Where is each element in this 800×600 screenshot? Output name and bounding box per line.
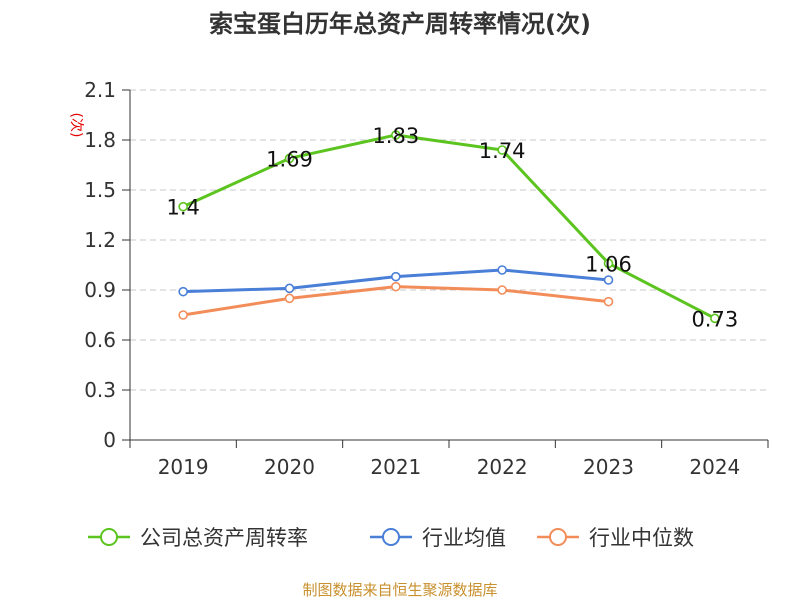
data-point [391,130,401,140]
data-point [284,293,295,304]
legend-marker [100,528,118,546]
data-label: 1.06 [585,252,632,276]
data-point [497,145,507,155]
legend-marker [382,528,400,546]
x-tick-label: 2021 [370,455,421,479]
x-tick-label: 2020 [264,455,315,479]
chart-title: 索宝蛋白历年总资产周转率情况(次) [209,10,591,38]
y-tick-label: 0.6 [84,328,116,352]
data-label: 1.74 [479,139,526,163]
y-axis-label: (次) [68,113,84,138]
y-tick-label: 2.1 [84,78,116,102]
series-line [182,133,716,320]
y-tick-label: 0.9 [84,278,116,302]
data-label: 1.4 [166,196,199,220]
legend-label: 公司总资产周转率 [140,526,308,550]
legend-label: 行业均值 [422,526,506,550]
series-layer: 1.4 1.69 1.83 1.74 1.06 0.73 [166,124,738,331]
data-point [284,153,295,164]
axes: 0 0.3 0.6 0.9 1.2 1.5 1.8 2.1 2019 2020 2021 2022 20… [84,78,769,479]
grid [130,89,768,391]
y-tick-label: 1.2 [84,228,116,252]
y-tick-label: 0.3 [84,378,116,402]
data-point [603,275,614,285]
data-point [497,265,507,275]
data-label: 0.73 [691,307,738,331]
legend-label: 行业中位数 [589,526,694,550]
y-tick-label: 1.8 [84,128,116,152]
data-point [710,313,720,324]
data-point [391,271,401,282]
legend: 公司总资产周转率 行业均值 行业中位数 [88,526,694,550]
data-label: 1.83 [372,124,419,148]
y-tick-label: 0 [103,428,116,452]
data-point [178,286,188,297]
data-point [178,201,188,212]
data-label: 1.69 [266,147,313,171]
y-tick-label: 1.5 [84,178,116,202]
x-tick-label: 2024 [689,455,740,479]
x-tick-label: 2019 [158,455,209,479]
legend-marker [549,528,567,546]
source-note: 制图数据来自恒生聚源数据库 [302,581,497,599]
x-tick-label: 2022 [477,455,528,479]
data-point [603,296,614,307]
data-point [603,258,614,269]
data-point [178,310,188,320]
x-tick-label: 2023 [583,455,634,479]
data-point [391,281,401,292]
data-point [284,283,295,294]
data-point [497,285,507,295]
